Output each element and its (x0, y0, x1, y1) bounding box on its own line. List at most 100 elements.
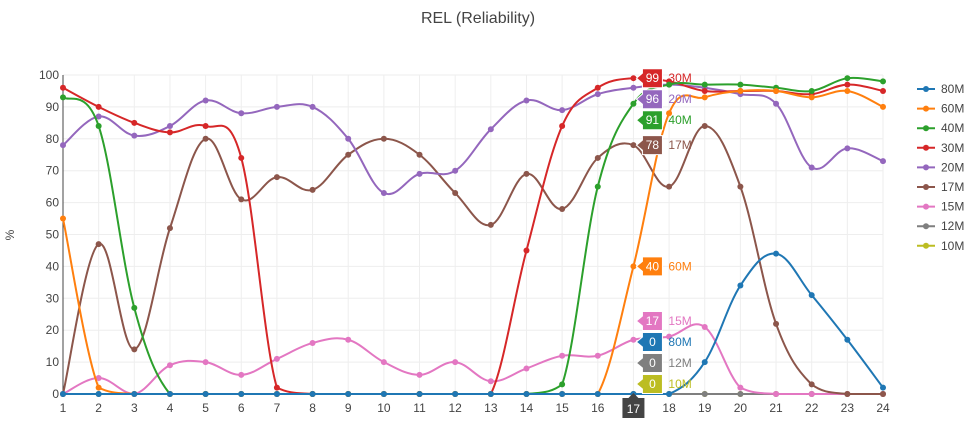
data-point[interactable] (166, 123, 173, 130)
data-point[interactable] (630, 142, 637, 149)
data-point[interactable] (60, 215, 66, 222)
data-point[interactable] (345, 336, 352, 343)
data-point[interactable] (60, 94, 66, 101)
data-point[interactable] (273, 391, 280, 397)
data-point[interactable] (666, 81, 673, 88)
data-point[interactable] (773, 320, 780, 327)
data-point[interactable] (880, 87, 886, 94)
data-point[interactable] (880, 391, 886, 397)
data-point[interactable] (559, 352, 566, 359)
data-point[interactable] (487, 221, 494, 228)
data-point[interactable] (594, 183, 601, 190)
data-point[interactable] (273, 174, 280, 181)
data-point[interactable] (487, 378, 494, 385)
legend-item[interactable]: 60M (917, 102, 964, 116)
data-point[interactable] (630, 84, 637, 91)
data-point[interactable] (844, 145, 851, 152)
data-point[interactable] (594, 154, 601, 161)
data-point[interactable] (416, 391, 423, 397)
data-point[interactable] (452, 167, 459, 174)
data-point[interactable] (273, 355, 280, 362)
series-30M[interactable] (60, 75, 886, 397)
data-point[interactable] (60, 142, 66, 149)
data-point[interactable] (95, 241, 102, 248)
data-point[interactable] (844, 81, 851, 88)
data-point[interactable] (880, 103, 886, 110)
data-point[interactable] (309, 391, 316, 397)
data-point[interactable] (273, 103, 280, 110)
data-point[interactable] (773, 87, 780, 94)
data-point[interactable] (166, 362, 173, 369)
data-point[interactable] (630, 336, 637, 343)
legend[interactable]: 80M 60M 40M 30M 20M 17M 15M 12M 10M (917, 82, 964, 253)
data-point[interactable] (594, 91, 601, 98)
data-point[interactable] (60, 391, 66, 397)
data-point[interactable] (701, 94, 708, 101)
data-point[interactable] (630, 263, 637, 270)
data-point[interactable] (808, 94, 815, 101)
series-80M[interactable] (60, 250, 886, 397)
series-line[interactable] (62, 323, 883, 396)
series-line[interactable] (62, 76, 884, 395)
data-point[interactable] (166, 129, 173, 136)
data-point[interactable] (95, 113, 102, 120)
data-point[interactable] (166, 225, 173, 232)
series-line[interactable] (62, 89, 884, 395)
data-point[interactable] (95, 123, 102, 130)
data-point[interactable] (95, 384, 102, 391)
data-point[interactable] (594, 391, 601, 397)
data-point[interactable] (487, 126, 494, 133)
data-point[interactable] (559, 107, 566, 114)
data-point[interactable] (523, 247, 530, 254)
data-point[interactable] (773, 250, 780, 257)
data-point[interactable] (701, 391, 708, 397)
data-point[interactable] (452, 391, 459, 397)
series-60M[interactable] (60, 87, 886, 397)
data-point[interactable] (131, 391, 138, 397)
legend-item[interactable]: 17M (917, 180, 964, 194)
data-point[interactable] (202, 391, 209, 397)
data-point[interactable] (345, 151, 352, 158)
data-point[interactable] (737, 282, 744, 289)
series-20M[interactable] (60, 81, 886, 197)
data-point[interactable] (131, 346, 138, 353)
series-17M[interactable] (60, 123, 886, 397)
data-point[interactable] (95, 391, 102, 397)
series-15M[interactable] (60, 323, 886, 397)
data-point[interactable] (701, 359, 708, 366)
data-point[interactable] (701, 81, 708, 88)
data-point[interactable] (594, 352, 601, 359)
data-point[interactable] (737, 384, 744, 391)
data-point[interactable] (773, 100, 780, 107)
data-point[interactable] (880, 78, 886, 85)
data-point[interactable] (416, 170, 423, 177)
data-point[interactable] (523, 97, 530, 104)
data-point[interactable] (523, 365, 530, 372)
data-point[interactable] (844, 391, 851, 397)
data-point[interactable] (701, 87, 708, 94)
data-point[interactable] (880, 158, 886, 165)
data-point[interactable] (808, 87, 815, 94)
data-point[interactable] (559, 205, 566, 212)
data-point[interactable] (166, 391, 173, 397)
data-point[interactable] (416, 371, 423, 378)
data-point[interactable] (202, 123, 209, 130)
data-point[interactable] (273, 384, 280, 391)
data-point[interactable] (523, 391, 530, 397)
data-point[interactable] (238, 154, 245, 161)
data-point[interactable] (880, 384, 886, 391)
data-point[interactable] (380, 359, 387, 366)
data-point[interactable] (416, 151, 423, 158)
data-point[interactable] (345, 135, 352, 142)
data-point[interactable] (309, 186, 316, 193)
data-point[interactable] (202, 97, 209, 104)
data-point[interactable] (666, 110, 673, 117)
data-point[interactable] (737, 81, 744, 88)
data-point[interactable] (737, 391, 744, 397)
data-point[interactable] (844, 336, 851, 343)
legend-item[interactable]: 30M (917, 141, 964, 155)
data-point[interactable] (666, 391, 673, 397)
data-point[interactable] (701, 324, 708, 331)
data-point[interactable] (630, 75, 637, 82)
data-point[interactable] (808, 164, 815, 171)
